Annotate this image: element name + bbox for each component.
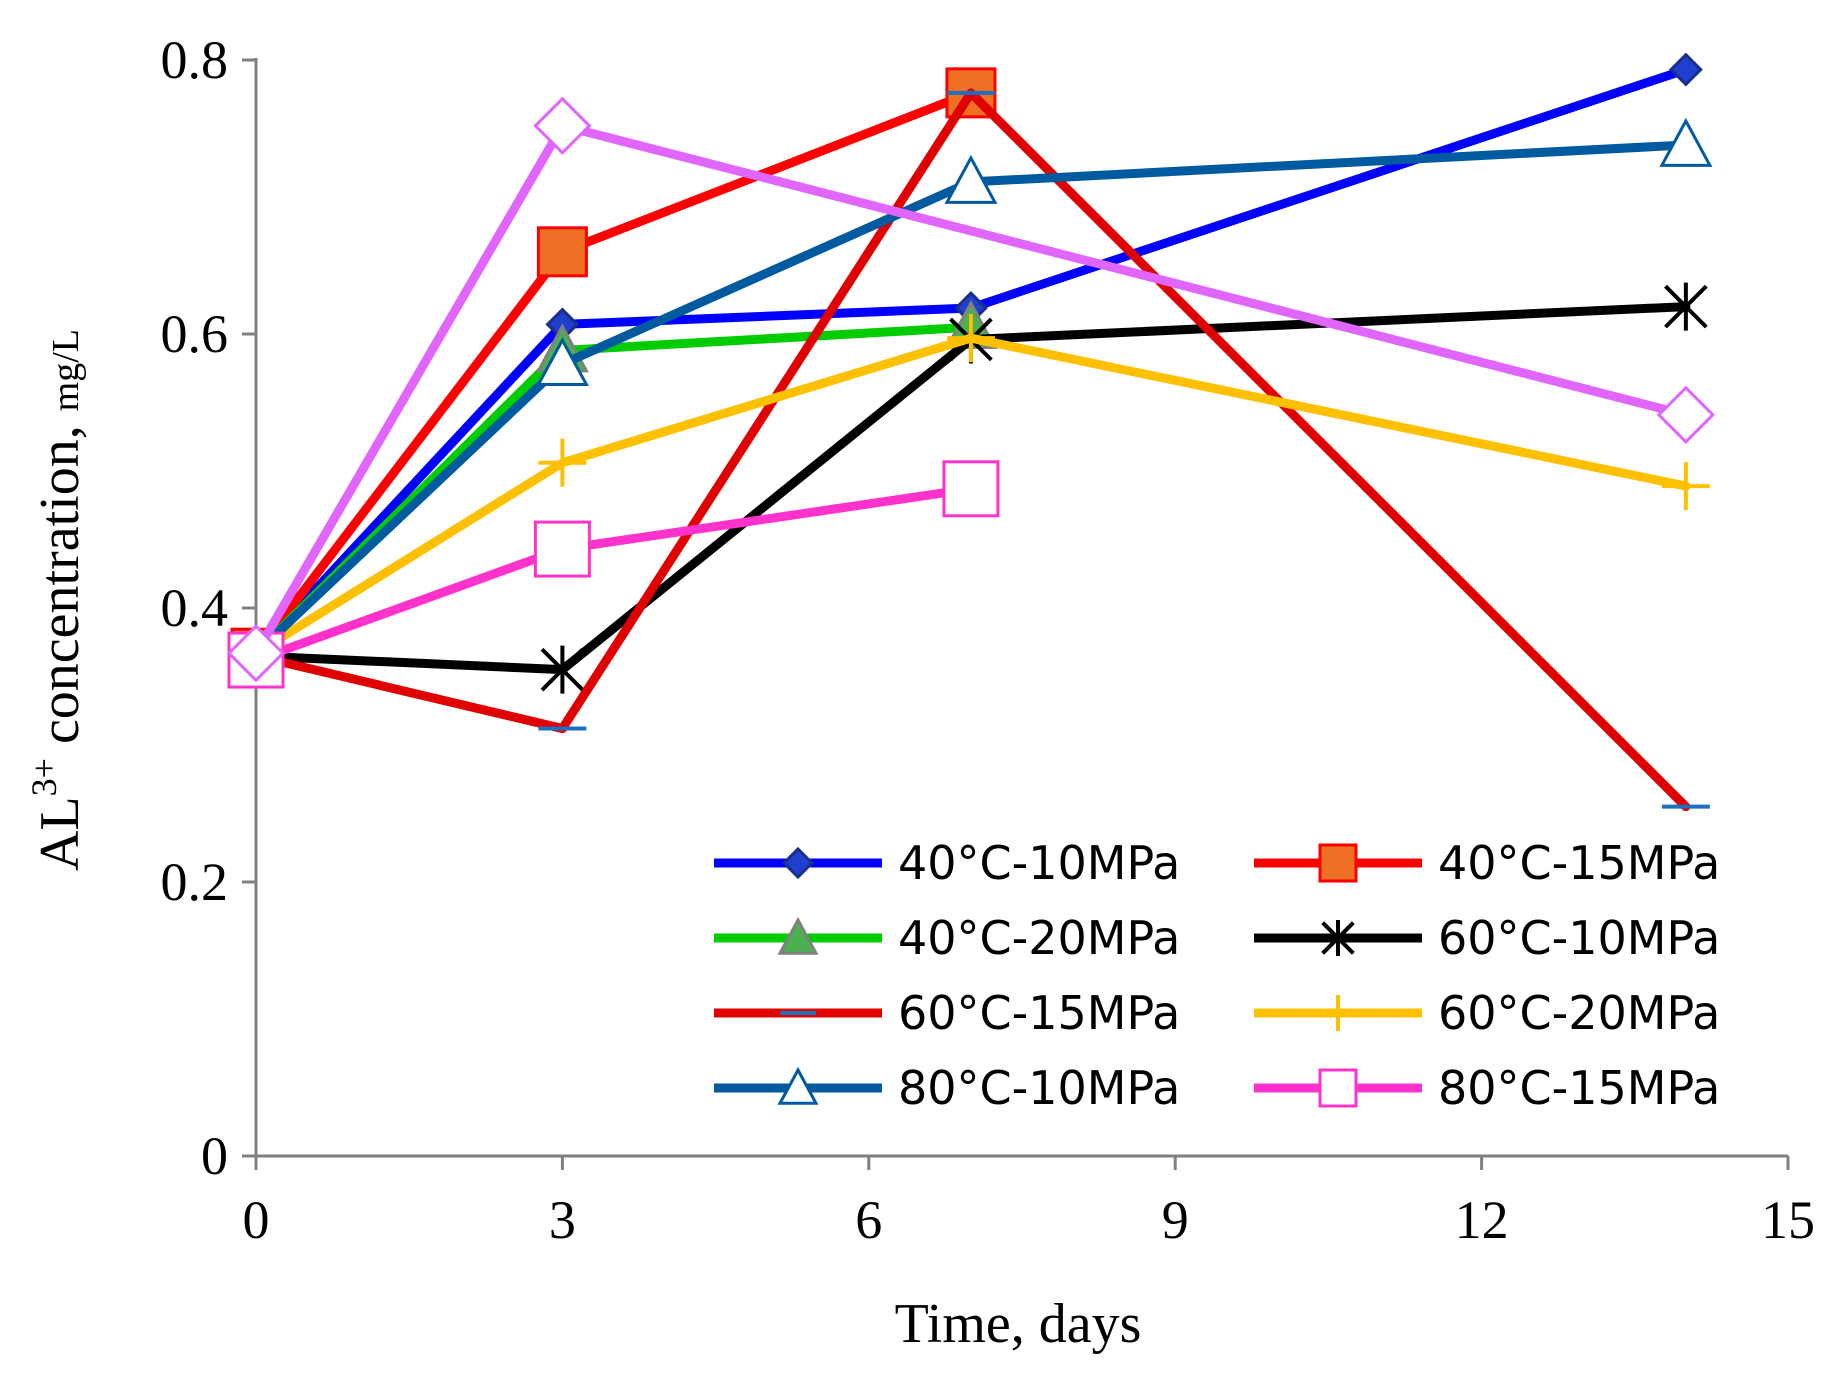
data-point [540,645,585,694]
x-tick-label: 15 [1761,1190,1815,1250]
x-tick-label: 3 [549,1190,576,1250]
data-point [226,624,286,683]
legend-swatch-marker [777,916,819,955]
y-axis-title-unit: mg/L [45,329,87,411]
data-point [942,460,1000,518]
series-line [251,140,1691,658]
data-point [1661,462,1710,511]
legend-swatch-marker [781,846,815,880]
data-point [1668,52,1703,87]
series-line [251,322,976,658]
legend-item: 40°C-20MPa [714,911,1180,965]
x-axis-title: Time, days [895,1293,1142,1355]
series-1 [230,67,997,679]
legend-swatch-marker [777,1066,819,1105]
series-line [251,65,1691,658]
legend-label: 60°C-15MPa [898,986,1180,1040]
legend-swatch-marker [1320,995,1356,1031]
x-tick-label: 9 [1162,1190,1189,1250]
legend-label: 80°C-10MPa [898,1061,1180,1115]
data-point [944,154,998,204]
legend-label: 60°C-20MPa [1438,986,1720,1040]
series-line [251,121,1691,658]
y-tick-label: 0.8 [161,30,229,90]
y-axis-title-main: AL [29,796,91,871]
legend-label: 40°C-20MPa [898,911,1180,965]
legend-swatch-marker [1318,843,1358,883]
series-line [251,88,1691,812]
legend-item: 80°C-15MPa [1254,1061,1720,1115]
y-tick-label: 0.4 [161,578,229,638]
y-tick-label: 0.2 [161,852,229,912]
data-point [533,520,591,578]
data-point [1659,117,1713,167]
data-point [533,96,592,155]
series-line [251,333,1691,658]
legend-swatch-marker [1318,1068,1358,1108]
legend-item: 60°C-15MPa [714,986,1180,1040]
data-point [1656,385,1715,444]
legend-item: 80°C-10MPa [714,1061,1180,1115]
x-tick-label: 0 [243,1190,270,1250]
legend-item: 60°C-10MPa [1254,911,1720,965]
ticks: 0 0.2 0.4 0.6 0.8 0 3 6 9 12 15 [161,30,1816,1250]
data-point [1664,282,1708,331]
legend-item: 60°C-20MPa [1254,986,1720,1040]
y-tick-label: 0 [201,1126,228,1186]
y-tick-label: 0.6 [161,304,229,364]
legend: 40°C-10MPa 40°C-15MPa 40°C-20MPa 60°C-10MPa… [714,836,1720,1115]
data-point [535,336,589,387]
legend-label: 40°C-10MPa [898,836,1180,890]
data-point [538,438,587,487]
x-tick-label: 6 [855,1190,882,1250]
series-8 [226,96,1715,683]
legend-label: 60°C-10MPa [1438,911,1720,965]
y-axis-title: AL3+ concentration, mg/L [24,329,91,871]
series-layer [226,52,1715,812]
y-axis-title-superscript: 3+ [24,758,64,796]
data-point [536,226,588,278]
x-tick-label: 12 [1455,1190,1509,1250]
y-axis-title-rest: concentration, [29,411,91,758]
data-point [946,314,995,363]
legend-item: 40°C-15MPa [1254,836,1720,890]
legend-label: 40°C-15MPa [1438,836,1720,890]
legend-label: 80°C-15MPa [1438,1061,1720,1115]
legend-item: 40°C-10MPa [714,836,1180,890]
series-2 [229,299,998,676]
legend-swatch-marker [1321,920,1355,956]
